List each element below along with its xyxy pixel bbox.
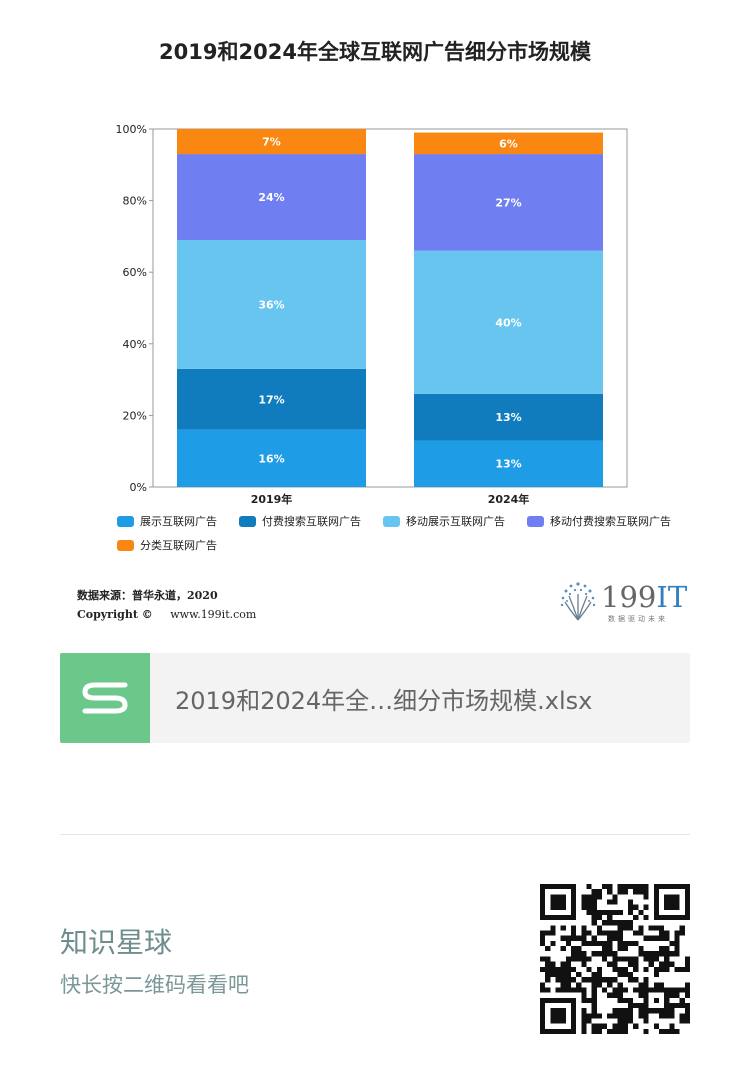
- y-tick-label: 40%: [123, 338, 147, 351]
- bar-segment: [414, 440, 603, 487]
- x-tick-label: 2019年: [251, 492, 293, 506]
- data-label: 36%: [258, 298, 284, 311]
- logo-number: 199: [601, 580, 657, 614]
- data-label: 13%: [495, 458, 521, 471]
- logo-slogan: 数据驱动未来: [608, 615, 668, 623]
- copyright-text: Copyright ©: [77, 608, 153, 621]
- bar-segment: [177, 368, 366, 430]
- file-name: 2019和2024年全…细分市场规模.xlsx: [175, 686, 593, 715]
- data-label: 7%: [262, 136, 281, 149]
- legend-item: 移动付费搜索互联网广告: [527, 513, 671, 529]
- bar-segment: [414, 154, 603, 251]
- x-tick-label: 2024年: [488, 492, 530, 506]
- legend-label: 移动付费搜索互联网广告: [550, 515, 671, 528]
- logo-wordmark: 199IT: [601, 580, 687, 614]
- source-text: 数据来源：普华永道，2020: [77, 589, 218, 602]
- divider: [60, 834, 690, 835]
- data-label: 13%: [495, 411, 521, 424]
- copyright-line: Copyright © www.199it.com: [77, 608, 256, 621]
- stacked-bar-chart: 0% 20% 40% 60% 80% 100% 16% 17% 36% 24% 7% 2019年 13%…: [116, 123, 628, 506]
- source-note: 数据来源：普华永道，2020: [77, 587, 218, 603]
- data-label: 16%: [258, 452, 284, 465]
- legend-item: 移动展示互联网广告: [383, 513, 505, 529]
- y-tick-label: 80%: [123, 195, 147, 208]
- source-url: www.199it.com: [170, 608, 257, 621]
- chart-legend: 展示互联网广告 付费搜索互联网广告 移动展示互联网广告 移动付费搜索互联网广告分类互联…: [117, 513, 677, 553]
- bar-segment: [177, 154, 366, 240]
- legend-swatch: [117, 515, 134, 527]
- y-tick-label: 100%: [116, 123, 147, 136]
- legend-label: 移动展示互联网广告: [406, 515, 505, 528]
- bar-segment: [177, 239, 366, 369]
- data-label: 17%: [258, 393, 284, 406]
- data-label: 24%: [258, 191, 284, 204]
- brand-name: 知识星球: [60, 926, 173, 959]
- attachment-file-card[interactable]: 2019和2024年全…细分市场规模.xlsx: [60, 653, 690, 743]
- spreadsheet-icon: [60, 653, 150, 743]
- qr-code[interactable]: [540, 884, 690, 1034]
- y-tick-label: 60%: [123, 266, 147, 279]
- bar-segment: [414, 393, 603, 441]
- bar-segment: [177, 429, 366, 487]
- legend-item: 分类互联网广告: [117, 537, 217, 553]
- bar-segment: [414, 132, 603, 155]
- bar-segment: [177, 129, 366, 155]
- data-label: 40%: [495, 316, 521, 329]
- legend-swatch: [239, 515, 256, 527]
- legend-item: 付费搜索互联网广告: [239, 513, 361, 529]
- legend-item: 展示互联网广告: [117, 513, 217, 529]
- legend-label: 展示互联网广告: [140, 515, 217, 528]
- legend-swatch: [527, 515, 544, 527]
- data-label: 6%: [499, 137, 518, 150]
- legend-swatch: [383, 515, 400, 527]
- bar-segment: [414, 250, 603, 394]
- y-tick-label: 20%: [123, 409, 147, 422]
- data-label: 27%: [495, 196, 521, 209]
- legend-swatch: [117, 539, 134, 551]
- dandelion-logo-icon: [560, 582, 596, 621]
- legend-label: 分类互联网广告: [140, 539, 217, 552]
- y-tick-label: 0%: [130, 481, 147, 494]
- legend-label: 付费搜索互联网广告: [262, 515, 361, 528]
- logo-it: IT: [656, 580, 688, 614]
- qr-hint: 快长按二维码看看吧: [60, 973, 249, 997]
- 199it-logo: 199IT 数据驱动未来: [556, 580, 687, 624]
- chart-title: 2019和2024年全球互联网广告细分市场规模: [159, 40, 591, 64]
